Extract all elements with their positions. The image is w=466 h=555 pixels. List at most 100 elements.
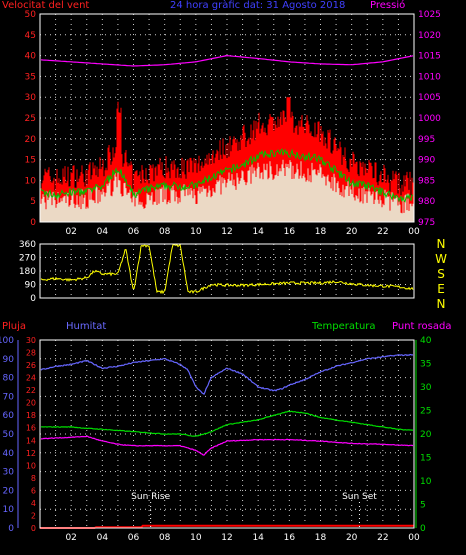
- humidity-y-tick: 20: [3, 486, 15, 496]
- x-tick-label: 10: [190, 227, 202, 237]
- direction-series: [40, 243, 414, 295]
- x-tick-label: 16: [284, 533, 296, 543]
- humidity-y-tick: 90: [3, 355, 15, 365]
- temp-right-y-tick: 25: [420, 407, 431, 417]
- pressure-series: [40, 54, 414, 67]
- temp-left-y-tick: 28: [26, 349, 36, 358]
- dewpoint-axis-title: Punt rosada: [392, 321, 452, 332]
- humidity-y-tick: 70: [3, 392, 15, 402]
- compass-label: N: [437, 297, 446, 311]
- pressure-y-tick: 985: [418, 176, 435, 186]
- x-tick-label: 20: [346, 533, 358, 543]
- wind-y-tick: 40: [25, 52, 37, 62]
- temp-right-y-tick: 20: [420, 430, 432, 440]
- pressure-y-tick: 1005: [418, 93, 441, 103]
- x-tick-label: 00: [408, 533, 420, 543]
- x-tick-label: 08: [159, 227, 171, 237]
- x-tick-label: 10: [190, 533, 202, 543]
- x-tick-label: 22: [377, 533, 388, 543]
- humidity-y-tick: 30: [3, 468, 15, 478]
- wind-y-tick: 20: [25, 135, 37, 145]
- dewpoint-series: [41, 435, 414, 456]
- temp-left-y-tick: 18: [26, 411, 36, 420]
- pressure-y-tick: 975: [418, 218, 435, 228]
- direction-y-tick: 360: [19, 240, 36, 250]
- humidity-y-tick: 0: [8, 524, 14, 534]
- x-tick-label: 20: [346, 227, 358, 237]
- wind-y-tick: 5: [30, 197, 36, 207]
- temp-left-y-tick: 24: [26, 374, 36, 383]
- temp-right-y-tick: 0: [420, 524, 426, 534]
- compass-label: S: [437, 267, 445, 281]
- direction-y-tick: 90: [25, 281, 37, 291]
- x-tick-label: 04: [97, 227, 109, 237]
- humidity-y-tick: 50: [3, 430, 15, 440]
- humidity-y-tick: 10: [3, 505, 15, 515]
- humidity-y-tick: 80: [3, 374, 15, 384]
- temp-left-y-tick: 2: [31, 511, 36, 520]
- compass-label: E: [437, 282, 445, 296]
- wind-y-tick: 0: [30, 218, 36, 228]
- wind-y-tick: 10: [25, 176, 37, 186]
- humidity-series: [40, 353, 414, 395]
- temp-left-y-tick: 14: [26, 436, 36, 445]
- pressure-y-tick: 980: [418, 197, 435, 207]
- x-tick-label: 22: [377, 227, 388, 237]
- wind-axis-title: Velocitat del vent: [2, 0, 90, 11]
- humidity-y-tick: 100: [0, 336, 14, 346]
- wind-y-tick: 35: [25, 72, 36, 82]
- temp-left-y-tick: 22: [26, 386, 36, 395]
- temp-left-y-tick: 20: [26, 399, 36, 408]
- temp-right-y-tick: 35: [420, 360, 431, 370]
- temp-left-y-tick: 6: [31, 486, 36, 495]
- wind-y-tick: 30: [25, 93, 37, 103]
- x-tick-label: 14: [252, 533, 264, 543]
- rain-axis-title: Pluja: [2, 321, 27, 332]
- x-tick-label: 16: [284, 227, 296, 237]
- temp-right-y-tick: 30: [420, 383, 432, 393]
- x-tick-label: 06: [128, 533, 140, 543]
- temp-left-y-tick: 10: [26, 461, 36, 470]
- x-tick-label: 04: [97, 533, 109, 543]
- x-tick-label: 02: [65, 227, 76, 237]
- sunrise-label: Sun Rise: [131, 492, 170, 502]
- wind-y-tick: 25: [25, 114, 36, 124]
- x-tick-label: 18: [315, 533, 327, 543]
- direction-y-tick: 0: [30, 294, 36, 304]
- temp-left-y-tick: 30: [26, 336, 36, 345]
- direction-y-tick: 270: [19, 254, 36, 264]
- lower-chart-frame: [39, 339, 415, 529]
- temp-right-y-tick: 40: [420, 336, 432, 346]
- temperature-series: [40, 410, 413, 437]
- wind-y-tick: 15: [25, 156, 36, 166]
- temp-left-y-tick: 16: [26, 424, 36, 433]
- pressure-y-tick: 1025: [418, 10, 441, 20]
- x-tick-label: 00: [408, 227, 420, 237]
- temp-right-y-tick: 10: [420, 477, 432, 487]
- wind-speed-series: [40, 159, 414, 222]
- compass-label: N: [437, 237, 446, 251]
- humidity-axis-title: Humitat: [66, 321, 107, 332]
- pressure-y-tick: 990: [418, 156, 435, 166]
- x-tick-label: 12: [221, 227, 232, 237]
- pressure-y-tick: 1000: [418, 114, 441, 124]
- x-tick-label: 18: [315, 227, 327, 237]
- x-tick-label: 02: [65, 533, 76, 543]
- temp-left-y-tick: 4: [31, 499, 36, 508]
- humidity-y-tick: 60: [3, 411, 15, 421]
- x-tick-label: 12: [221, 533, 232, 543]
- temperature-axis-title: Temperatura: [312, 321, 376, 332]
- wind-average-series: [40, 148, 414, 203]
- chart-title: 24 hora gràfic dat: 31 Agosto 2018: [170, 0, 346, 11]
- x-tick-label: 14: [252, 227, 264, 237]
- x-tick-label: 06: [128, 227, 140, 237]
- wind-y-tick: 45: [25, 31, 36, 41]
- sunset-label: Sun Set: [342, 492, 377, 502]
- direction-y-tick: 180: [19, 267, 36, 277]
- pressure-y-tick: 1010: [418, 72, 441, 82]
- temp-left-y-tick: 26: [26, 361, 36, 370]
- temp-left-y-tick: 0: [31, 524, 36, 533]
- temp-right-y-tick: 15: [420, 454, 431, 464]
- pressure-y-tick: 1015: [418, 52, 441, 62]
- temp-right-y-tick: 5: [420, 501, 426, 511]
